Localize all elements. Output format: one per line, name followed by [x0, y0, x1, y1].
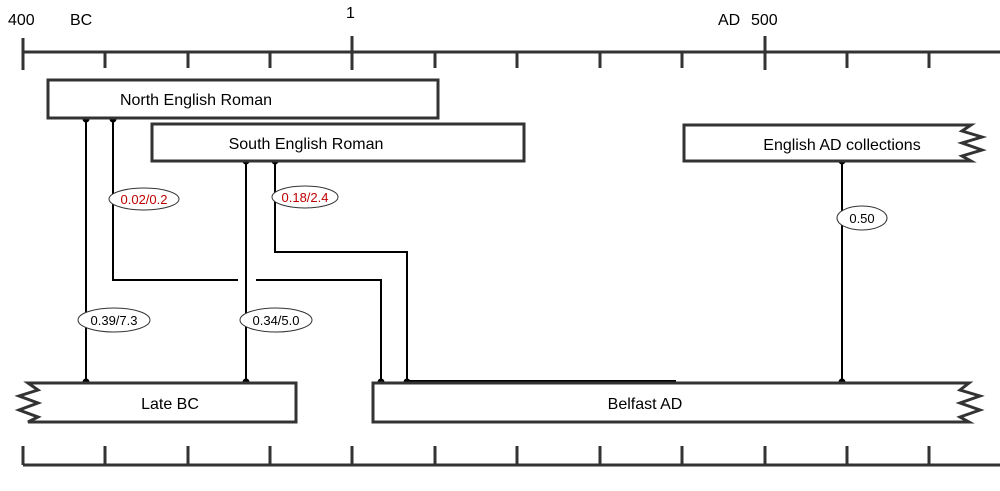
box-label-belfast-ad: Belfast AD — [608, 396, 683, 413]
box-label-north-english-roman: North English Roman — [120, 92, 272, 109]
box-label-english-ad-collections: English AD collections — [763, 137, 920, 154]
axis-label-ad: AD — [718, 12, 740, 29]
edge-label-text-north-to-late-bc: 0.39/7.3 — [91, 313, 138, 328]
link-north-to-belfast-part1 — [112, 119, 238, 281]
bottom-time-axis — [21, 446, 1000, 467]
box-label-late-bc: Late BC — [141, 396, 199, 413]
edge-label-english-ad-to-belfast: 0.50 — [836, 205, 888, 231]
axis-label-400: 400 — [8, 12, 35, 29]
edge-label-text-north-to-belfast: 0.02/0.2 — [121, 192, 168, 207]
edge-label-text-south-to-belfast: 0.18/2.4 — [282, 190, 329, 205]
axis-label-bc: BC — [70, 12, 92, 29]
box-north-english-roman: North English Roman — [46, 78, 440, 120]
edge-label-south-to-late-bc: 0.34/5.0 — [239, 307, 313, 333]
edge-label-north-to-belfast: 0.02/0.2 — [108, 187, 180, 211]
box-label-south-english-roman: South English Roman — [229, 136, 384, 153]
top-time-axis — [21, 36, 1000, 70]
edge-label-south-to-belfast: 0.18/2.4 — [271, 185, 339, 209]
link-north-to-belfast-part2 — [256, 279, 382, 382]
edge-label-text-south-to-late-bc: 0.34/5.0 — [253, 313, 300, 328]
axis-label-1: 1 — [346, 5, 355, 22]
box-belfast-ad: Belfast AD — [371, 381, 985, 424]
box-south-english-roman: South English Roman — [150, 122, 526, 163]
box-english-ad-collections: English AD collections — [682, 123, 988, 163]
link-south-to-belfast — [274, 161, 408, 382]
edge-label-text-english-ad-to-belfast: 0.50 — [849, 211, 874, 226]
axis-label-500: 500 — [751, 12, 778, 29]
box-late-bc: Late BC — [14, 381, 298, 424]
edge-label-north-to-late-bc: 0.39/7.3 — [77, 307, 151, 333]
